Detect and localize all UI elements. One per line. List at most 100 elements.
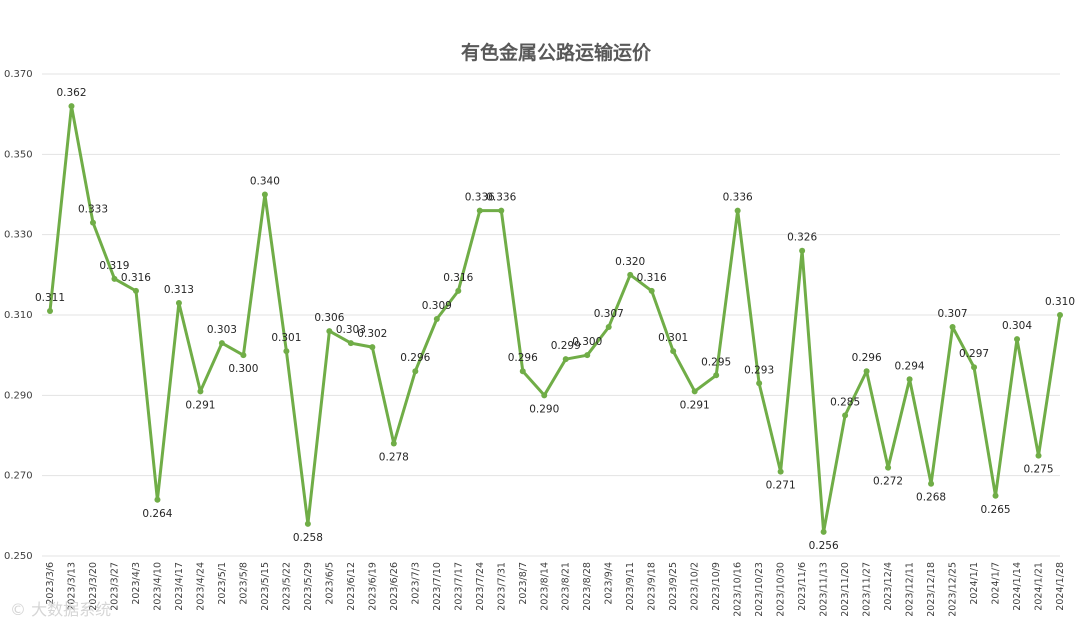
x-tick-label: 2023/6/19 [367, 562, 378, 611]
x-tick-label: 2023/6/26 [389, 562, 400, 611]
data-point [863, 368, 870, 375]
data-point [89, 219, 96, 226]
y-tick-label: 0.350 [4, 149, 33, 160]
series-layer [47, 103, 1063, 535]
data-point [605, 324, 612, 331]
data-point [799, 247, 806, 254]
x-tick-label: 2023/4/24 [195, 562, 206, 611]
x-tick-label: 2024/1/21 [1034, 562, 1045, 611]
data-point [347, 340, 354, 347]
y-axis: 0.250 0.270 0.290 0.310 0.330 0.350 0.370 [4, 69, 33, 562]
data-point [1014, 336, 1021, 343]
data-point [949, 324, 956, 331]
x-tick-label: 2023/12/11 [905, 562, 916, 617]
x-tick-label: 2023/4/17 [174, 562, 185, 611]
x-tick-label: 2023/8/14 [539, 562, 550, 611]
data-label: 0.316 [121, 272, 151, 284]
data-point [584, 352, 591, 359]
data-label: 0.285 [830, 396, 860, 408]
y-tick-label: 0.370 [4, 69, 33, 80]
data-point [369, 344, 376, 351]
x-tick-label: 2023/3/27 [109, 562, 120, 611]
data-label: 0.271 [766, 480, 796, 492]
x-tick-label: 2023/10/9 [711, 562, 722, 611]
data-label: 0.336 [486, 192, 516, 204]
data-label: 0.301 [658, 332, 688, 344]
data-label: 0.306 [314, 312, 344, 324]
data-point [885, 464, 892, 471]
x-tick-label: 2023/12/18 [926, 562, 937, 617]
data-point [713, 372, 720, 379]
data-point [992, 492, 999, 499]
x-tick-label: 2023/9/11 [625, 562, 636, 611]
data-point [261, 191, 268, 198]
data-point [175, 299, 182, 306]
gridlines [42, 73, 1060, 557]
data-label: 0.336 [723, 192, 753, 204]
data-point [326, 328, 333, 335]
x-tick-label: 2023/3/13 [66, 562, 77, 611]
data-point [971, 364, 978, 371]
x-tick-label: 2023/5/22 [281, 562, 292, 611]
data-label: 0.264 [142, 508, 172, 520]
x-tick-label: 2024/1/28 [1055, 562, 1066, 611]
data-point [455, 287, 462, 294]
data-point [734, 207, 741, 214]
data-label: 0.362 [56, 87, 86, 99]
y-tick-label: 0.250 [4, 551, 33, 562]
chart-title: 有色金属公路运输运价 [461, 41, 652, 64]
data-label: 0.299 [551, 340, 581, 352]
y-tick-label: 0.310 [4, 310, 33, 321]
data-point [47, 307, 53, 314]
data-point [627, 271, 634, 278]
data-point [390, 440, 397, 447]
data-point [218, 340, 225, 347]
x-tick-label: 2023/7/10 [432, 562, 443, 611]
x-tick-label: 2023/11/27 [862, 562, 873, 617]
x-tick-label: 2023/11/13 [819, 562, 830, 617]
x-tick-label: 2023/9/18 [647, 562, 658, 611]
x-tick-label: 2023/12/25 [948, 562, 959, 617]
data-label: 0.311 [35, 292, 65, 304]
data-label: 0.302 [357, 328, 387, 340]
data-label: 0.303 [336, 324, 366, 336]
x-axis: 2023/3/6 2023/3/13 2023/3/20 2023/3/27 2023/… [45, 562, 1066, 617]
x-tick-label: 2023/5/8 [238, 562, 249, 605]
data-point [132, 287, 139, 294]
data-label: 0.272 [873, 476, 903, 488]
data-label: 0.316 [443, 272, 473, 284]
data-label: 0.256 [809, 540, 839, 552]
data-label: 0.291 [680, 399, 710, 411]
x-tick-label: 2023/3/6 [45, 562, 56, 605]
data-point [777, 468, 784, 475]
data-point [154, 496, 161, 503]
data-label: 0.309 [422, 300, 452, 312]
data-label: 0.296 [508, 352, 538, 364]
data-label: 0.301 [271, 332, 301, 344]
x-tick-label: 2023/10/23 [754, 562, 765, 617]
y-tick-label: 0.270 [4, 471, 33, 482]
x-tick-label: 2024/1/14 [1012, 562, 1023, 611]
x-tick-label: 2023/11/6 [797, 562, 808, 611]
data-label: 0.340 [250, 176, 280, 188]
data-label: 0.300 [228, 363, 258, 375]
data-point [648, 287, 655, 294]
x-tick-label: 2023/10/30 [776, 562, 787, 617]
data-point [240, 352, 247, 359]
x-tick-label: 2024/1/1 [969, 562, 980, 605]
data-point [498, 207, 505, 214]
x-tick-label: 2023/8/28 [582, 562, 593, 611]
data-point [111, 275, 118, 282]
data-label: 0.300 [572, 336, 602, 348]
x-tick-label: 2023/8/21 [561, 562, 572, 611]
x-tick-label: 2024/1/7 [991, 562, 1002, 605]
data-label: 0.296 [852, 352, 882, 364]
x-tick-label: 2023/9/25 [668, 562, 679, 611]
data-point [541, 392, 548, 399]
data-label: 0.310 [1045, 296, 1075, 308]
data-point [412, 368, 419, 375]
data-label: 0.293 [744, 364, 774, 376]
x-tick-label: 2023/5/29 [303, 562, 314, 611]
data-label: 0.304 [1002, 320, 1032, 332]
